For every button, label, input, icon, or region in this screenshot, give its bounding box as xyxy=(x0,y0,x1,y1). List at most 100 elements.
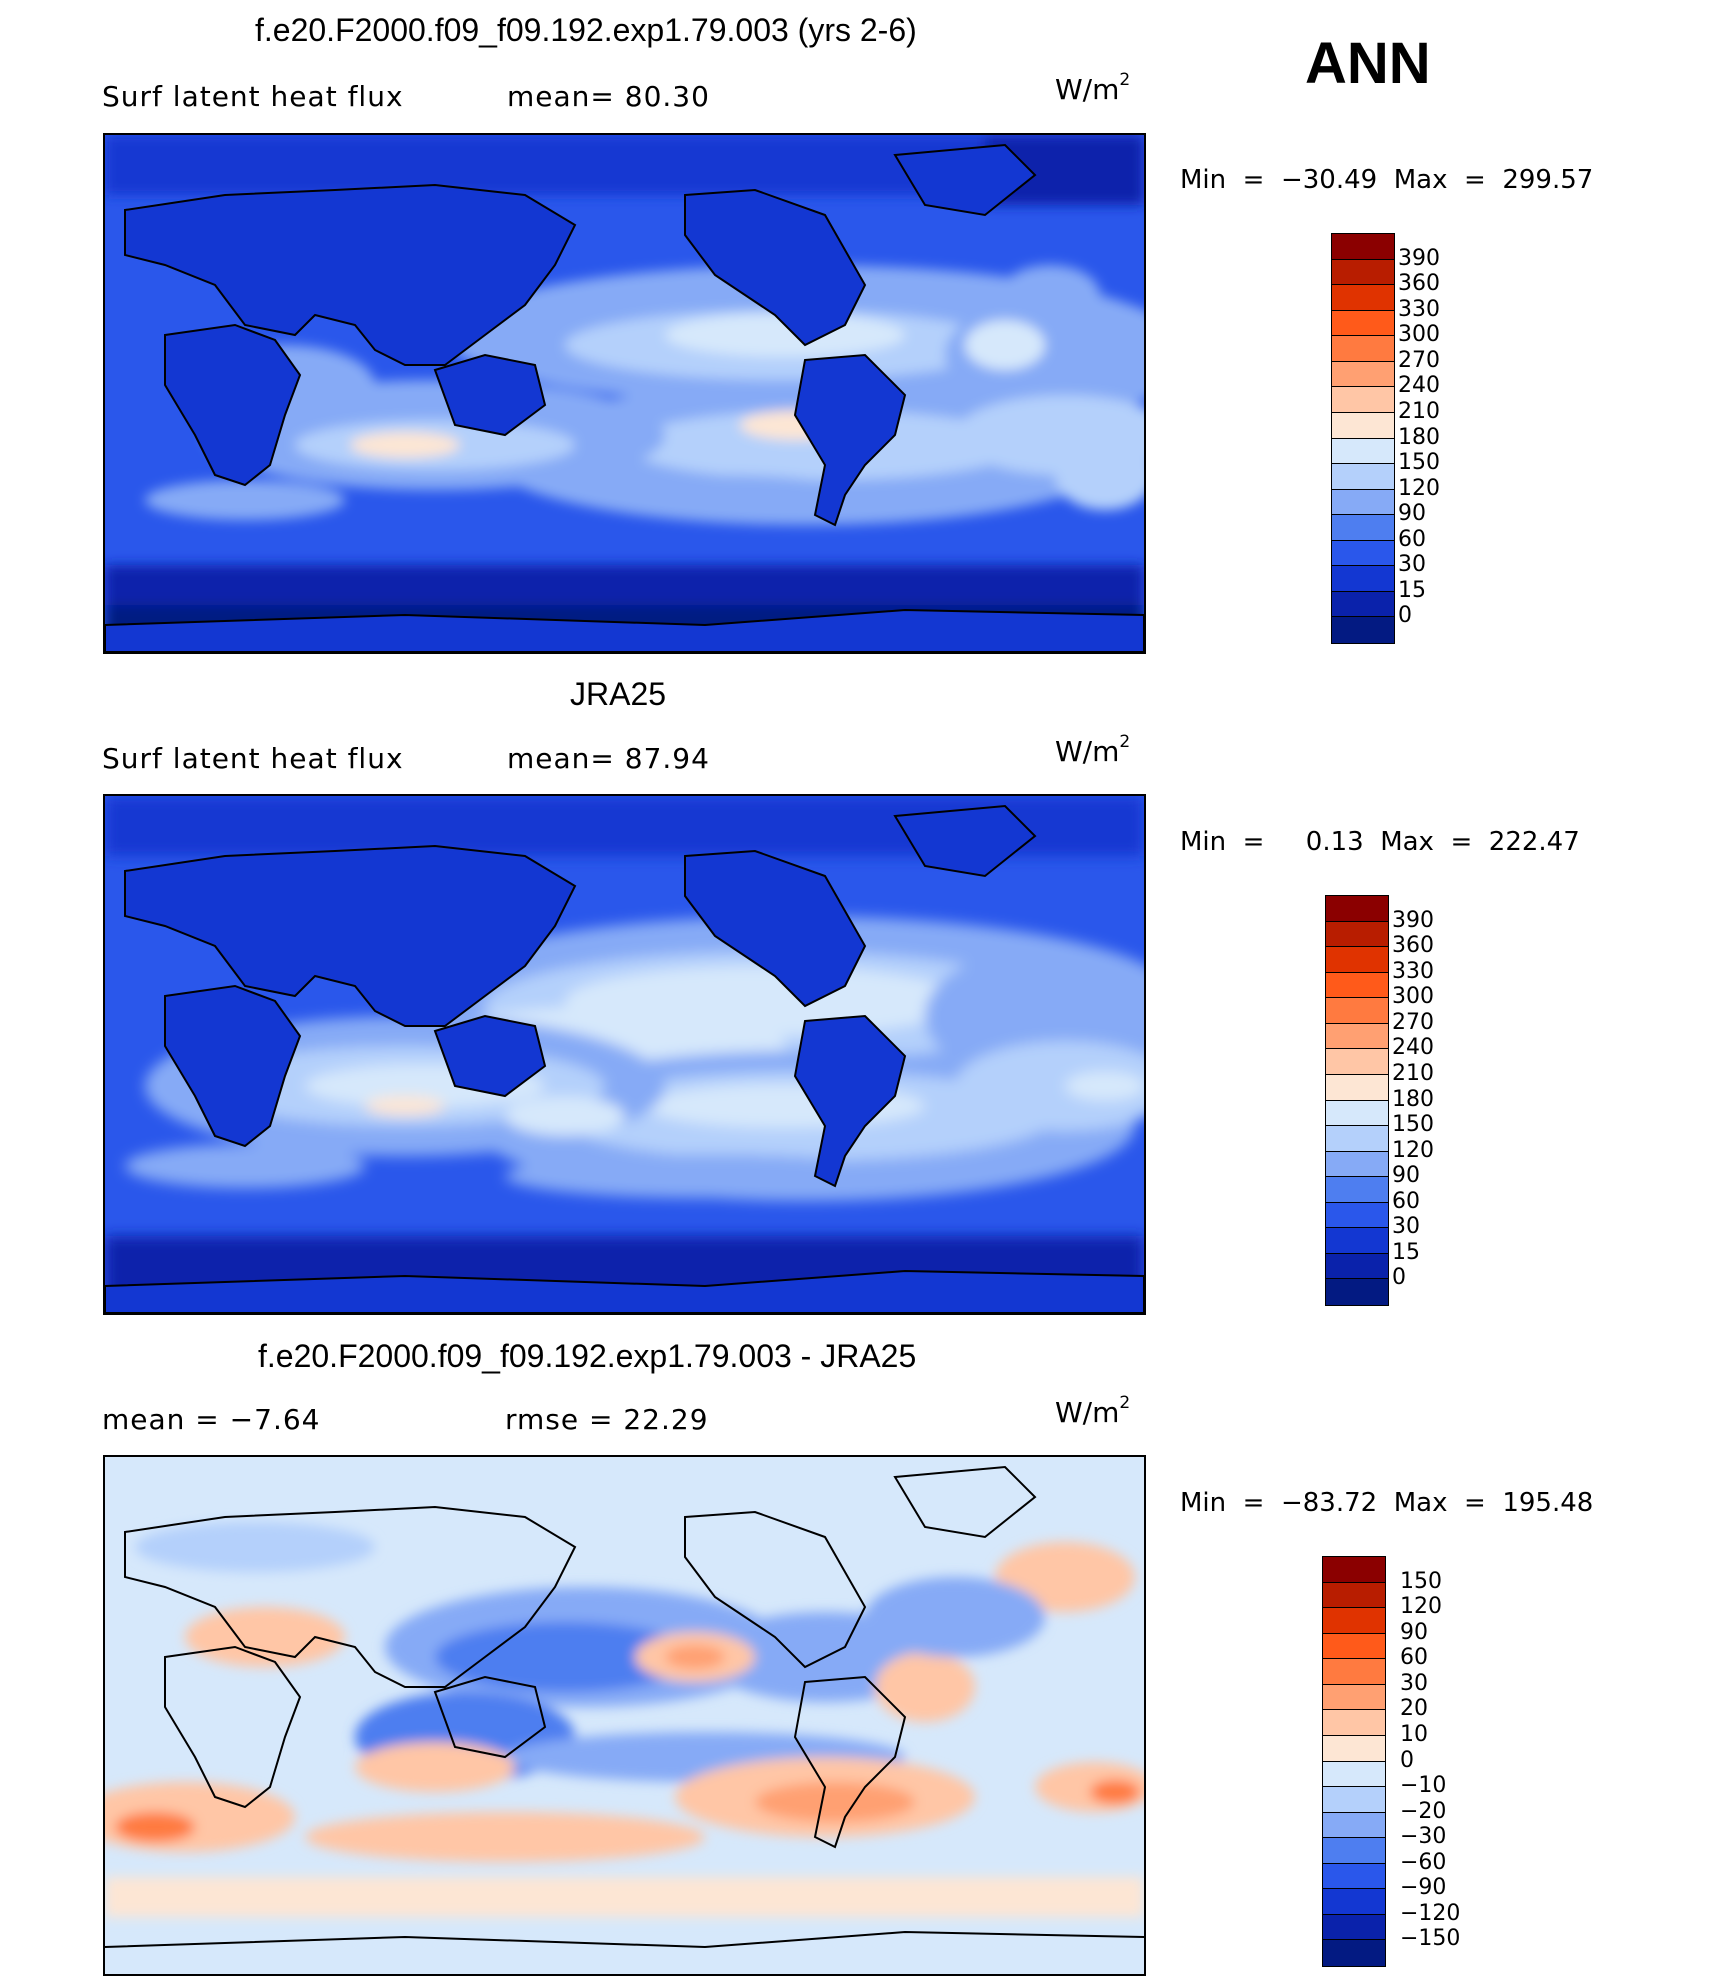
colorbar-label: 0 xyxy=(1398,603,1412,629)
colorbar-swatch xyxy=(1326,1202,1388,1229)
panel-diff-map xyxy=(103,1455,1146,1976)
colorbar-swatch xyxy=(1326,972,1388,999)
colorbar-label: 90 xyxy=(1400,1619,1428,1645)
colorbar-label: 360 xyxy=(1398,271,1440,297)
colorbar-label: 15 xyxy=(1392,1239,1420,1265)
panel-diff-rmse: rmse = 22.29 xyxy=(505,1403,709,1436)
colorbar-label: 210 xyxy=(1392,1060,1434,1086)
colorbar-label: 30 xyxy=(1400,1670,1428,1696)
panel-model-map xyxy=(103,133,1146,654)
colorbar-label: 150 xyxy=(1392,1112,1434,1138)
colorbar-swatch xyxy=(1332,515,1394,541)
panel-diff-title: f.e20.F2000.f09_f09.192.exp1.79.003 - JR… xyxy=(258,1338,917,1374)
panel-diff-minmax: Min = −83.72 Max = 195.48 xyxy=(1180,1488,1594,1518)
colorbar-label: 270 xyxy=(1398,347,1440,373)
colorbar-swatch xyxy=(1323,1684,1385,1711)
season-title: ANN xyxy=(1305,31,1431,96)
colorbar-swatch xyxy=(1323,1787,1385,1813)
colorbar-swatch xyxy=(1332,464,1394,490)
colorbar-label: −120 xyxy=(1400,1900,1461,1926)
panel-obs-title: JRA25 xyxy=(570,676,667,712)
colorbar-swatch xyxy=(1332,361,1394,388)
panel-diff-units: W/m2 xyxy=(1055,1393,1131,1429)
colorbar-swatch xyxy=(1326,998,1388,1024)
colorbar-swatch xyxy=(1332,438,1394,465)
colorbar-swatch xyxy=(1323,1812,1385,1839)
colorbar-label: 180 xyxy=(1392,1086,1434,1112)
colorbar-swatch xyxy=(1332,387,1394,413)
colorbar-label: 15 xyxy=(1398,577,1426,603)
panel-obs-variable-label: Surf latent heat flux xyxy=(102,742,404,775)
colorbar-label: 270 xyxy=(1392,1009,1434,1035)
colorbar-swatch xyxy=(1326,1100,1388,1127)
colorbar-swatch xyxy=(1326,1151,1388,1178)
panel-obs-units: W/m2 xyxy=(1055,732,1131,768)
colorbar-swatch xyxy=(1332,259,1394,286)
colorbar-swatch xyxy=(1326,921,1388,948)
colorbar-label: −60 xyxy=(1400,1849,1447,1875)
colorbar-label: 150 xyxy=(1400,1568,1442,1594)
colorbar-swatch xyxy=(1323,1889,1385,1915)
colorbar-label: 390 xyxy=(1398,245,1440,271)
colorbar-swatch xyxy=(1323,1940,1385,1966)
panel-obs-minmax: Min = 0.13 Max = 222.47 xyxy=(1180,827,1580,857)
colorbar-swatch xyxy=(1323,1582,1385,1609)
colorbar-label: −90 xyxy=(1400,1875,1447,1901)
colorbar-label: 240 xyxy=(1392,1035,1434,1061)
colorbar-label: −20 xyxy=(1400,1798,1447,1824)
colorbar-swatch xyxy=(1326,1279,1388,1305)
panel-model-units: W/m2 xyxy=(1055,70,1131,106)
panel-obs-map xyxy=(103,794,1146,1315)
colorbar-swatch xyxy=(1332,310,1394,337)
colorbar-swatch xyxy=(1326,1049,1388,1075)
panel-model-minmax: Min = −30.49 Max = 299.57 xyxy=(1180,165,1594,195)
colorbar-label: 0 xyxy=(1392,1265,1406,1291)
colorbar-swatch xyxy=(1326,1228,1388,1254)
colorbar-swatch xyxy=(1332,234,1394,260)
panel-model-mean: mean= 80.30 xyxy=(507,80,710,113)
colorbar-label: −10 xyxy=(1400,1773,1447,1799)
colorbar-label: 90 xyxy=(1398,501,1426,527)
colorbar-swatch xyxy=(1323,1863,1385,1890)
panel-obs-mean: mean= 87.94 xyxy=(507,742,710,775)
colorbar-label: −150 xyxy=(1400,1926,1461,1952)
colorbar-swatch xyxy=(1326,896,1388,922)
colorbar-label: 120 xyxy=(1392,1137,1434,1163)
colorbar-swatch xyxy=(1326,947,1388,973)
colorbar-swatch xyxy=(1332,285,1394,311)
colorbar-label: 360 xyxy=(1392,933,1434,959)
colorbar-label: 390 xyxy=(1392,907,1434,933)
colorbar-swatch xyxy=(1332,591,1394,618)
colorbar-label: 90 xyxy=(1392,1163,1420,1189)
colorbar-swatch xyxy=(1323,1659,1385,1685)
colorbar-label: 60 xyxy=(1392,1188,1420,1214)
colorbar-label: 180 xyxy=(1398,424,1440,450)
colorbar-swatch xyxy=(1326,1126,1388,1152)
colorbar-swatch xyxy=(1323,1633,1385,1660)
colorbar-label: 30 xyxy=(1398,552,1426,578)
colorbar-swatch xyxy=(1326,1253,1388,1280)
panel-model-variable-label: Surf latent heat flux xyxy=(102,80,404,113)
colorbar-swatch xyxy=(1332,412,1394,439)
panel-model-title: f.e20.F2000.f09_f09.192.exp1.79.003 (yrs… xyxy=(255,12,917,48)
colorbar-swatch xyxy=(1332,336,1394,362)
colorbar-label: 30 xyxy=(1392,1214,1420,1240)
panel-model-colorbar xyxy=(1331,233,1395,644)
colorbar-swatch xyxy=(1326,1074,1388,1101)
colorbar-swatch xyxy=(1332,540,1394,567)
colorbar-swatch xyxy=(1326,1177,1388,1203)
colorbar-label: 10 xyxy=(1400,1721,1428,1747)
colorbar-label: 60 xyxy=(1398,526,1426,552)
colorbar-label: 300 xyxy=(1398,322,1440,348)
colorbar-label: 300 xyxy=(1392,984,1434,1010)
colorbar-swatch xyxy=(1323,1608,1385,1634)
colorbar-swatch xyxy=(1332,566,1394,592)
colorbar-label: 60 xyxy=(1400,1645,1428,1671)
colorbar-label: 0 xyxy=(1400,1747,1414,1773)
colorbar-label: 240 xyxy=(1398,373,1440,399)
panel-diff-colorbar xyxy=(1322,1556,1386,1967)
colorbar-swatch xyxy=(1323,1557,1385,1583)
colorbar-swatch xyxy=(1323,1914,1385,1941)
colorbar-swatch xyxy=(1332,617,1394,643)
panel-diff-mean: mean = −7.64 xyxy=(102,1403,321,1436)
